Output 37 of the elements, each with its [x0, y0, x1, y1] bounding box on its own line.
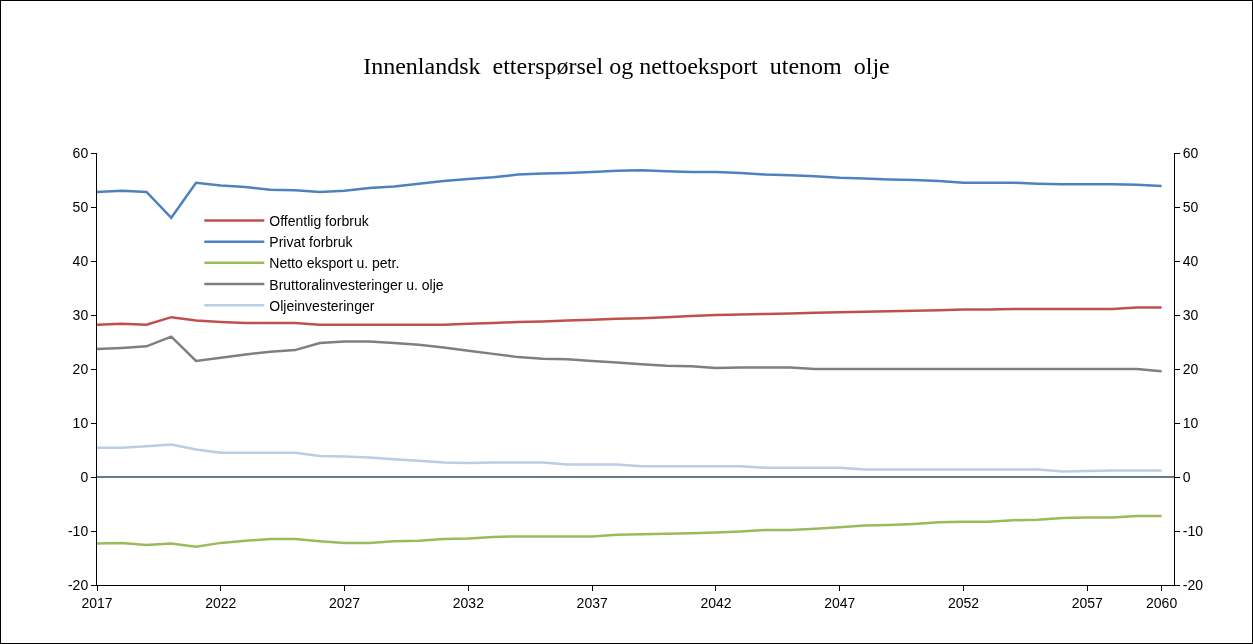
y2-tick-label: 30 [1182, 306, 1199, 323]
y-tick-label: 0 [80, 468, 89, 485]
y2-tick-label: 60 [1182, 144, 1199, 161]
x-tick-label: 2037 [576, 594, 608, 611]
x-tick-label: 2052 [947, 594, 980, 611]
legend-label: Oljeinvesteringer [269, 297, 375, 314]
x-tick-label: 2027 [329, 594, 361, 611]
y2-tick-label: 40 [1182, 252, 1199, 269]
legend-label: Privat forbruk [269, 234, 354, 251]
chart-title: Innenlandsk etterspørsel og nettoeksport utenom olje [363, 52, 890, 79]
y-tick-label: 20 [72, 360, 89, 377]
line-series [97, 443, 1163, 473]
y-tick-label: 60 [72, 144, 89, 161]
y-tick-label: 50 [72, 198, 89, 215]
x-tick-label: 2017 [81, 594, 113, 611]
y2-tick-label: 10 [1182, 414, 1199, 431]
line-series [97, 514, 1163, 548]
y-tick-label: -20 [67, 576, 89, 593]
y-tick-label: 30 [72, 306, 89, 323]
line-series [97, 335, 1163, 373]
legend-label: Netto eksport u. petr. [269, 255, 400, 272]
y2-tick-label: -10 [1182, 522, 1204, 539]
x-tick-label: 2042 [700, 594, 732, 611]
x-tick-label: 2022 [205, 594, 237, 611]
y-tick-label: -10 [67, 522, 89, 539]
legend-label: Bruttoralinvesteringer u. olje [269, 276, 444, 293]
y2-tick-label: 50 [1182, 198, 1199, 215]
y2-tick-label: 20 [1182, 360, 1199, 377]
x-tick-label: 2032 [452, 594, 485, 611]
x-tick-label: 2060 [1146, 594, 1178, 611]
legend-label: Offentlig forbruk [269, 212, 370, 229]
y2-tick-label: -20 [1182, 576, 1204, 593]
y2-tick-label: 0 [1182, 468, 1191, 485]
y-tick-label: 40 [72, 252, 89, 269]
x-tick-label: 2047 [824, 594, 856, 611]
y-tick-label: 10 [72, 414, 89, 431]
x-tick-label: 2057 [1071, 594, 1104, 611]
